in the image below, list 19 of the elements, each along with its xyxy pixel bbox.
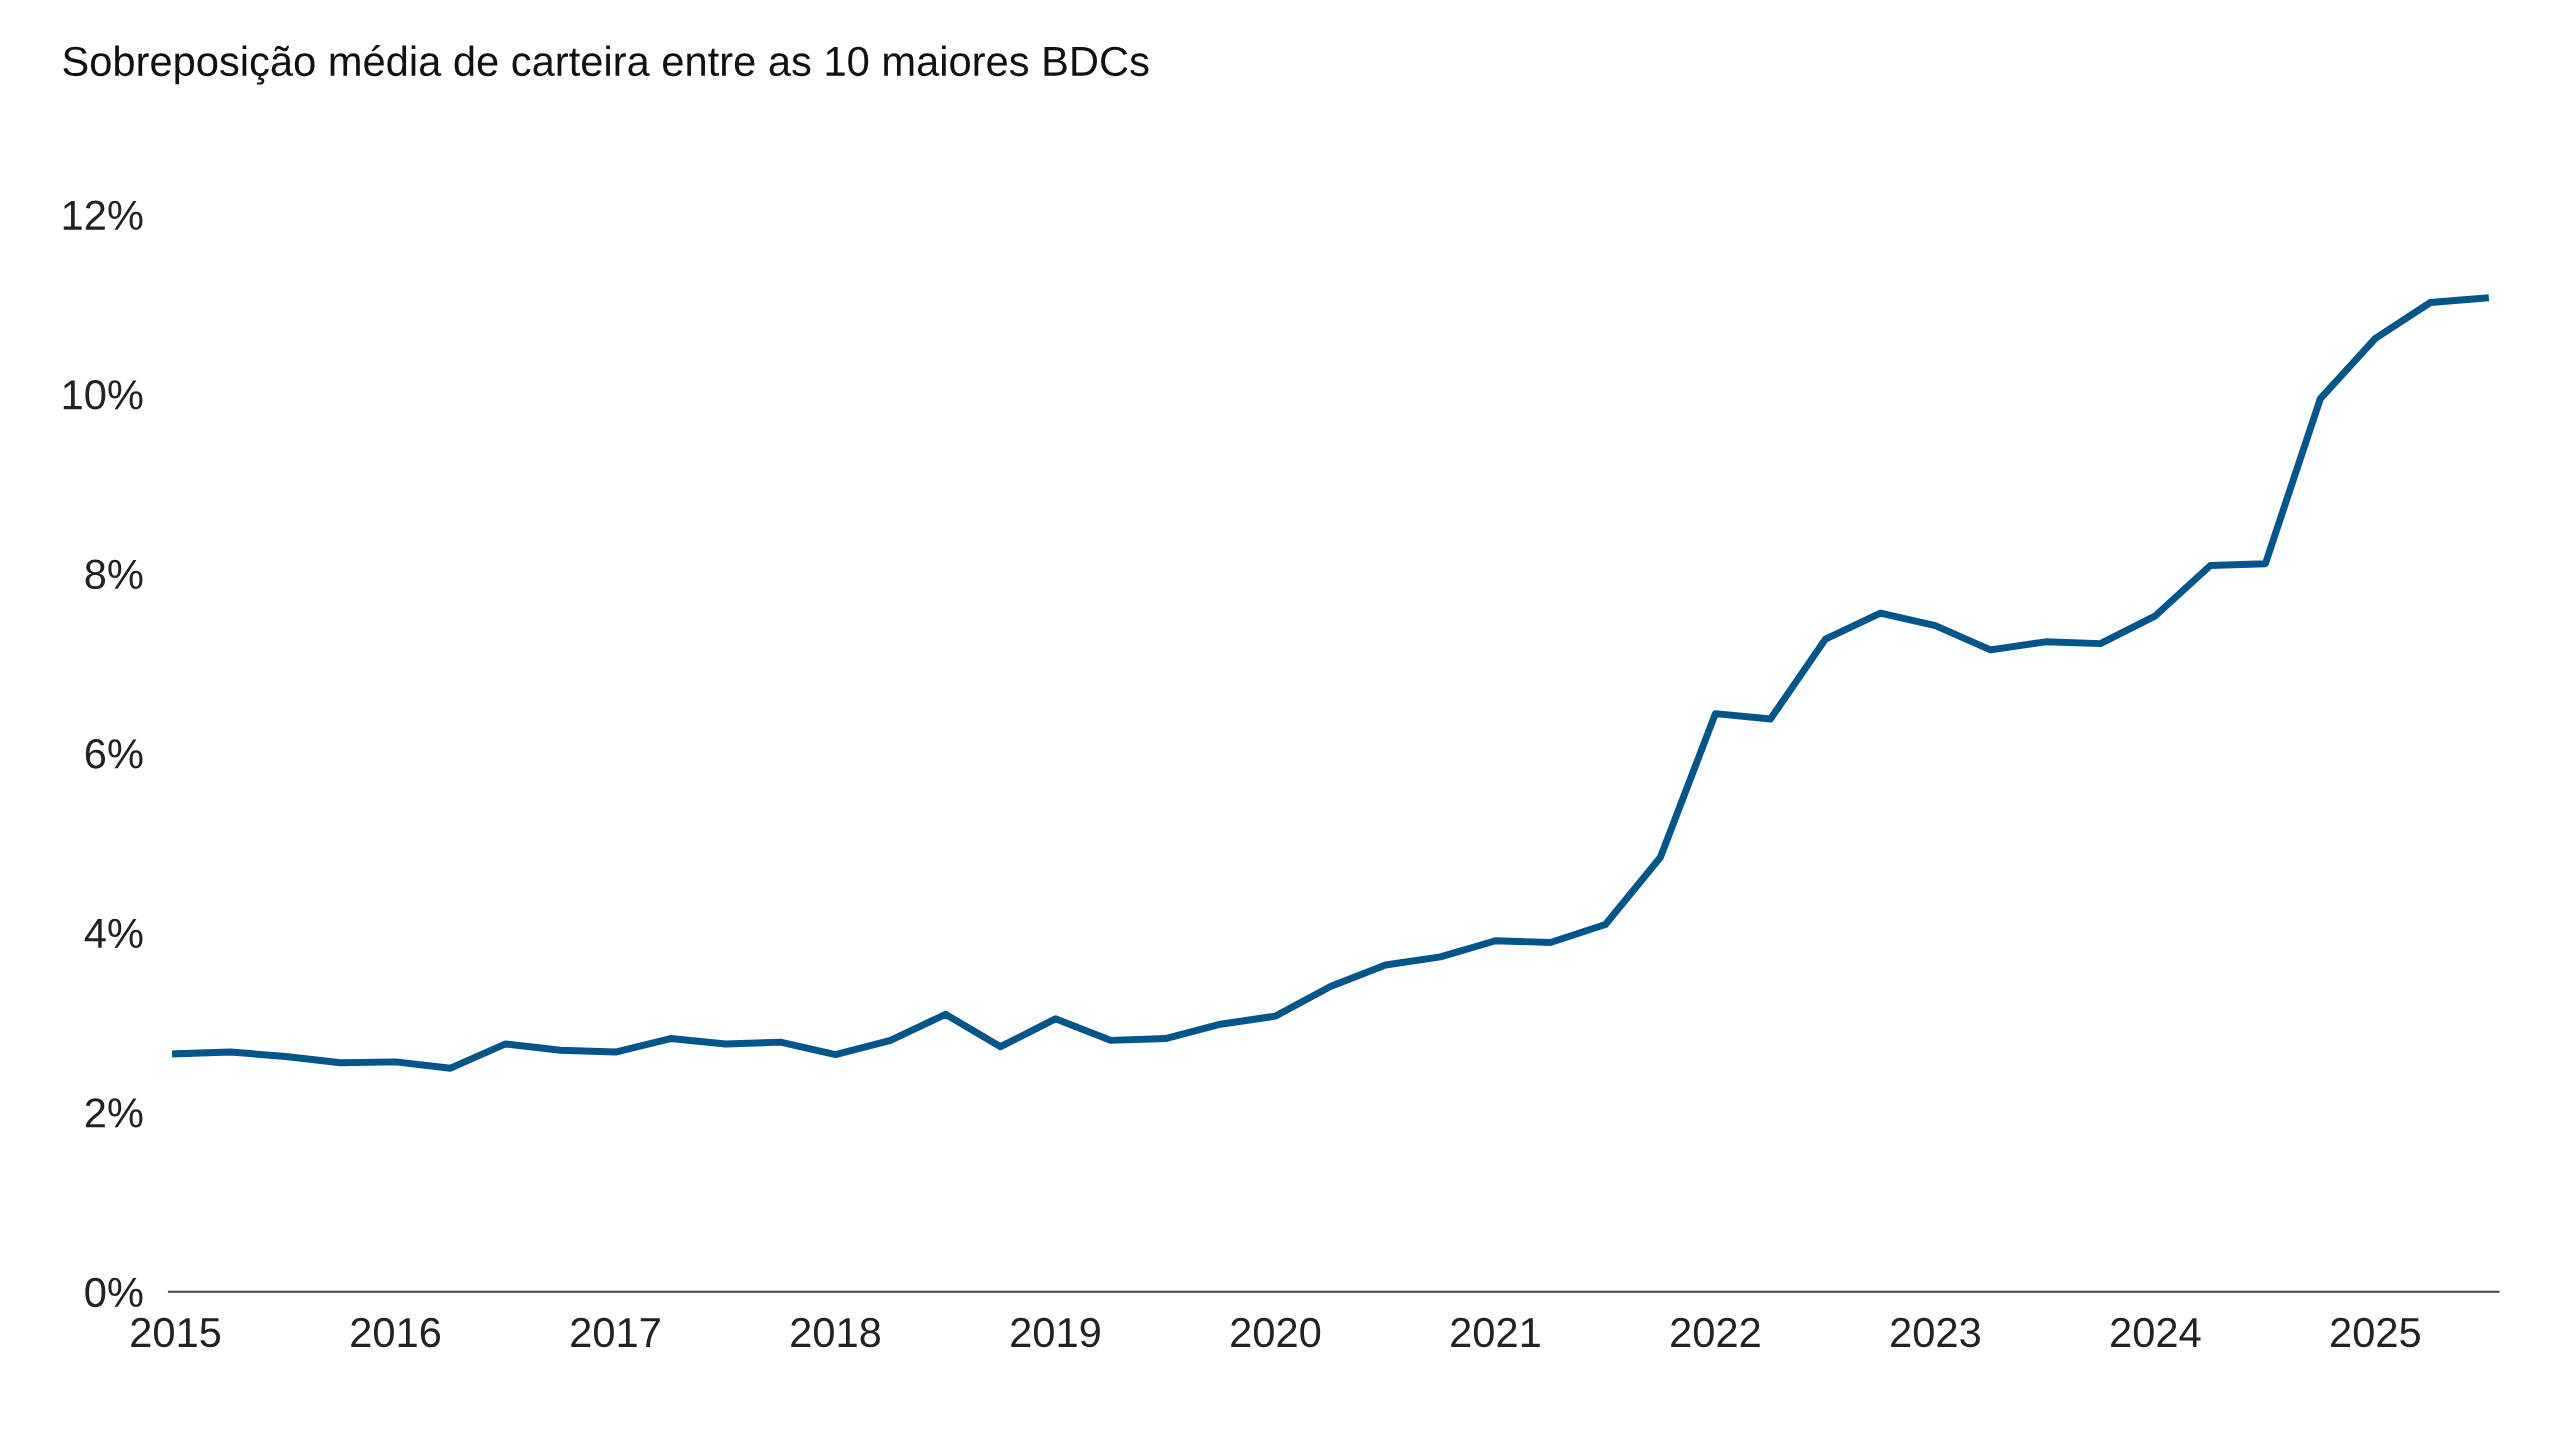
y-tick-label: 2% [85, 1098, 143, 1128]
y-tick-label: 4% [84, 918, 143, 948]
x-tick-label: 2018 [791, 1317, 881, 1348]
x-tick-label: 2015 [131, 1317, 221, 1348]
y-tick-label: 12% [63, 200, 143, 230]
chart-title: Sobreposição média de carteira entre as 10 maiores BDCs [63, 45, 1149, 85]
y-tick-label: 0% [85, 1277, 143, 1308]
x-tick-label: 2019 [1011, 1317, 1100, 1348]
y-tick-label: 8% [85, 559, 143, 590]
x-tick-label: 2021 [1451, 1317, 1540, 1348]
x-tick-label: 2023 [1891, 1317, 1980, 1348]
x-tick-label: 2024 [2111, 1317, 2201, 1348]
x-tick-label: 2017 [571, 1317, 660, 1348]
x-tick-label: 2016 [351, 1317, 441, 1348]
x-tick-label: 2020 [1231, 1317, 1321, 1348]
y-tick-label: 10% [63, 380, 143, 410]
y-tick-label: 6% [85, 739, 143, 769]
x-tick-label: 2022 [1671, 1317, 1760, 1348]
x-tick-label: 2025 [2331, 1317, 2420, 1348]
